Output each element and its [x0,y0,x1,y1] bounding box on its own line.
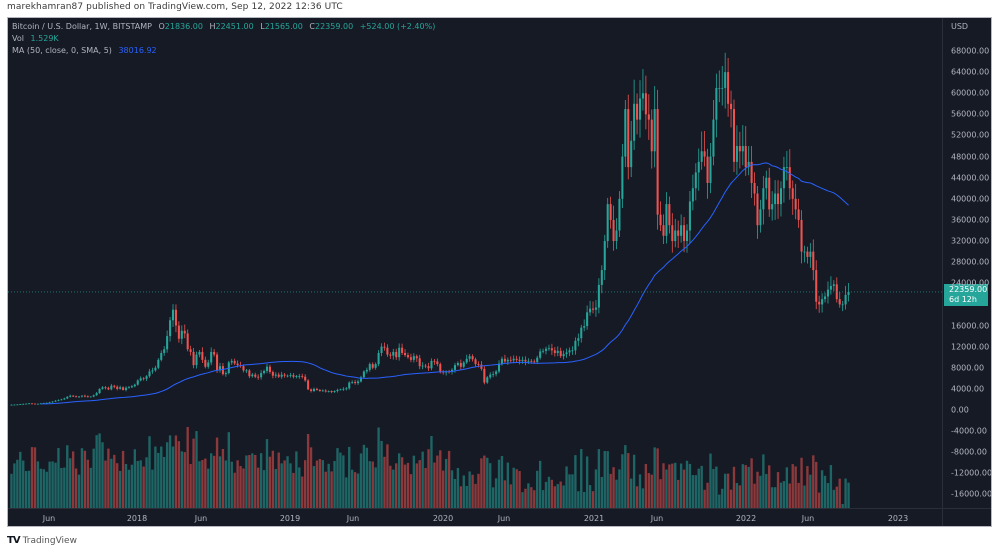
time-label: Jun [497,514,511,523]
price-label: 48000.00 [951,152,990,162]
price-label: 56000.00 [951,109,990,119]
price-label: 24000.00 [951,278,990,288]
price-label: 40000.00 [951,194,990,204]
symbol-label[interactable]: Bitcoin / U.S. Dollar, 1W, BITSTAMP [12,22,152,31]
low-value: 21565.00 [264,22,303,31]
tradingview-logo-icon: TV [7,535,21,546]
volume-label[interactable]: Vol [12,34,24,43]
close-value: 22359.00 [315,22,354,31]
price-label: 0.00 [951,405,969,415]
price-label: 36000.00 [951,215,990,225]
time-label: 2023 [887,514,909,523]
price-label: -4000.00 [951,426,987,436]
time-label: Jun [650,514,664,523]
time-label: Jun [801,514,815,523]
time-label: Jun [42,514,56,523]
legend-symbol-row: Bitcoin / U.S. Dollar, 1W, BITSTAMP O218… [12,21,435,33]
price-label: -12000.00 [951,468,992,478]
axis-corner [942,508,991,526]
low-label: L [260,22,265,31]
price-label: 44000.00 [951,173,990,183]
time-label: 2020 [432,514,454,523]
brand-name: TradingView [22,535,77,546]
price-label: 12000.00 [951,342,990,352]
time-label: 2018 [126,514,148,523]
time-label: 2022 [735,514,757,523]
price-plot[interactable] [8,18,942,508]
time-label: Jun [346,514,360,523]
open-value: 21836.00 [164,22,203,31]
legend-ma-row: MA (50, close, 0, SMA, 5) 38016.92 [12,45,435,57]
price-label: 8000.00 [951,363,985,373]
change-value: +524.00 (+2.40%) [359,22,436,31]
price-label: -16000.00 [951,489,992,499]
published-line: marekhamran87 published on TradingView.c… [7,2,343,12]
price-label: 60000.00 [951,88,990,98]
price-label: 4000.00 [951,384,985,394]
legend-volume-row: Vol 1.529K [12,33,435,45]
chart-frame[interactable]: Bitcoin / U.S. Dollar, 1W, BITSTAMP O218… [7,17,992,527]
volume-value: 1.529K [30,34,59,43]
time-label: 2021 [583,514,605,523]
price-label: 28000.00 [951,257,990,267]
price-label: 16000.00 [951,321,990,331]
bar-countdown: 6d 12h [949,295,977,304]
time-label: 2019 [279,514,301,523]
high-label: H [209,22,216,31]
price-label: -8000.00 [951,447,987,457]
open-label: O [158,22,165,31]
current-price: 22359.00 [949,285,988,294]
time-label: Jun [194,514,208,523]
currency-label: USD [951,22,969,31]
ma-value: 38016.92 [118,46,157,55]
time-axis[interactable]: Jun 2018 Jun 2019 Jun 2020 Jun 2021 Jun 2022 Jun 20… [8,508,991,526]
price-label: 32000.00 [951,236,990,246]
price-label: 64000.00 [951,67,990,77]
close-label: C [309,22,315,31]
price-label: 52000.00 [951,130,990,140]
brand-footer: TV TradingView [7,535,77,546]
high-value: 22451.00 [215,22,254,31]
ma-label[interactable]: MA (50, close, 0, SMA, 5) [12,46,112,55]
chart-legend: Bitcoin / U.S. Dollar, 1W, BITSTAMP O218… [12,21,435,57]
price-axis[interactable]: USD 22359.00 6d 12h 68000.00 64000.00 6000… [942,18,992,508]
price-label: 68000.00 [951,46,990,56]
current-price-tag: 22359.00 6d 12h [944,284,988,306]
